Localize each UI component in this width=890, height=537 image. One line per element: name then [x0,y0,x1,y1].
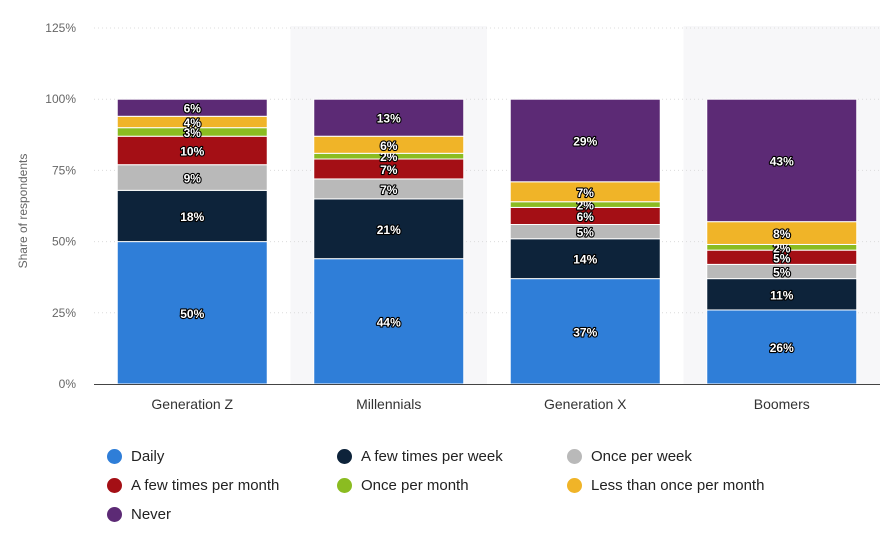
legend-marker [337,448,352,464]
data-label: 6% [184,102,202,116]
bar-segment[interactable] [116,189,268,243]
data-label: 14% [573,253,597,267]
y-tick-label: 25% [52,306,76,320]
data-label: 50% [180,307,204,321]
data-label: 6% [577,210,595,224]
data-label: 5% [773,266,791,280]
data-label: 11% [770,288,794,302]
bar-segment[interactable] [313,198,465,260]
legend-item[interactable]: A few times per week [337,447,567,465]
data-label: 43% [770,154,794,168]
chart-legend: Daily A few times per week Once per week A … [107,447,797,523]
legend-label: Once per month [361,476,469,494]
legend-label: A few times per week [361,447,503,465]
legend-marker [107,477,122,493]
legend-item[interactable]: A few times per month [107,476,337,494]
data-label: 3% [184,126,202,140]
data-label: 13% [377,112,401,126]
data-label: 6% [380,139,398,153]
data-label: 8% [773,227,791,241]
bar-segment[interactable] [706,309,858,385]
bar-segment[interactable] [509,98,661,183]
y-axis-title: Share of respondents [16,154,30,269]
y-tick-label: 125% [45,21,76,35]
bar-segment[interactable] [706,98,858,223]
legend-label: Daily [131,447,165,465]
legend-label: Once per week [591,447,692,465]
data-label: 4% [184,116,202,130]
data-label: 44% [377,315,401,329]
bar-segment[interactable] [509,238,661,280]
y-tick-label: 75% [52,163,76,177]
y-tick-label: 100% [45,92,76,106]
data-label: 7% [380,183,398,197]
legend-marker [567,448,582,464]
bar-segment[interactable] [706,278,858,311]
data-label: 21% [377,223,401,237]
data-label: 7% [380,163,398,177]
legend-marker [107,506,122,522]
stacked-bar-chart: 0% 25% 50% 75% 100% 125% Share of respondents 5… [16,21,880,412]
bar-segment[interactable] [116,241,268,385]
bar-segment[interactable] [509,278,661,385]
legend-marker [107,448,122,464]
data-label: 29% [573,134,597,148]
data-label: 5% [773,251,791,265]
x-tick-label: Millennials [356,396,421,412]
data-label: 37% [573,325,597,339]
y-tick-label: 0% [59,377,77,391]
data-label: 9% [184,172,202,186]
legend-item[interactable]: Daily [107,447,337,465]
data-label: 18% [180,210,204,224]
x-tick-label: Boomers [754,396,810,412]
legend-marker [567,477,582,493]
legend-label: Less than once per month [591,476,765,494]
legend-label: A few times per month [131,476,280,494]
legend-label: Never [131,505,172,523]
legend-item[interactable]: Never [107,505,337,523]
data-label: 7% [577,186,595,200]
data-label: 10% [180,144,204,158]
bar-segment[interactable] [116,98,268,117]
legend-marker [337,477,352,493]
data-label: 5% [577,226,595,240]
legend-item[interactable]: Once per week [567,447,797,465]
legend-item[interactable]: Once per month [337,476,567,494]
y-tick-label: 50% [52,235,76,249]
x-tick-label: Generation Z [151,396,233,412]
bar-segment[interactable] [313,98,465,137]
data-label: 26% [770,341,794,355]
legend-item[interactable]: Less than once per month [567,476,797,494]
x-tick-label: Generation X [544,396,627,412]
